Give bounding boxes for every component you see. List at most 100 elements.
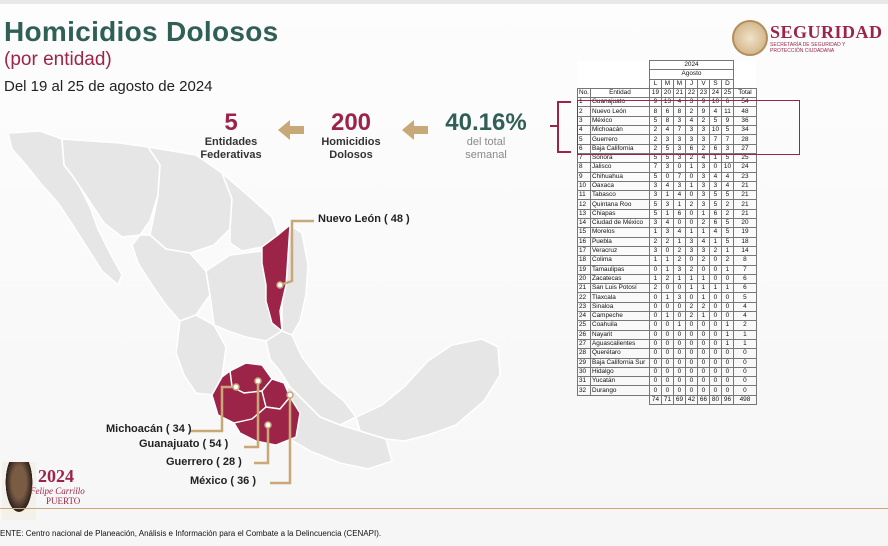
- row-value-cell: 0: [720, 376, 734, 387]
- stat-homicidios-label: Homicidios Dolosos: [321, 136, 381, 161]
- row-value-cell: 1: [648, 227, 662, 238]
- row-value-cell: 4: [708, 227, 722, 238]
- row-entidad-cell: Morelos: [589, 227, 650, 238]
- row-value-cell: 0: [684, 329, 698, 340]
- row-value-cell: 0: [672, 162, 686, 173]
- row-value-cell: 2: [672, 245, 686, 257]
- date-range: Del 19 al 25 de agosto de 2024: [4, 78, 213, 95]
- row-value-cell: 0: [672, 366, 686, 378]
- row-value-cell: 1: [660, 264, 674, 275]
- row-value-cell: 4: [660, 218, 674, 229]
- stat-homicidios-value: 200: [330, 109, 372, 136]
- row-value-cell: 6: [708, 218, 722, 229]
- row-value-cell: 3: [648, 245, 662, 257]
- row-value-cell: 0: [648, 310, 662, 322]
- row-value-cell: 2: [660, 236, 674, 247]
- row-value-cell: 1: [696, 292, 710, 303]
- row-value-cell: 5: [708, 199, 722, 210]
- row-number-cell: 24: [577, 310, 591, 322]
- weekday-cell: M: [660, 78, 674, 89]
- row-total-cell: 19: [732, 227, 757, 238]
- weekday-cell: S: [708, 78, 722, 89]
- row-total-cell: 14: [732, 245, 757, 257]
- row-value-cell: 0: [648, 320, 662, 331]
- table-row: 24 Campeche 0 1 0 2 1 0 0 4: [577, 310, 757, 322]
- row-number-cell: 10: [577, 180, 591, 192]
- row-value-cell: 1: [696, 310, 710, 322]
- row-value-cell: 0: [660, 376, 674, 387]
- row-value-cell: 1: [684, 227, 698, 238]
- row-value-cell: 0: [708, 310, 722, 322]
- row-value-cell: 0: [660, 171, 674, 182]
- row-value-cell: 0: [672, 310, 686, 322]
- table-row: 13 Chiapas 5 1 6 0 1 6 2 21: [577, 208, 757, 220]
- table-row: 15 Morelos 1 3 4 1 1 4 5 19: [577, 227, 757, 238]
- row-value-cell: 0: [660, 366, 674, 378]
- row-value-cell: 1: [708, 283, 722, 294]
- row-value-cell: 0: [696, 366, 710, 378]
- row-value-cell: 3: [672, 264, 686, 275]
- row-value-cell: 3: [696, 199, 710, 210]
- row-value-cell: 1: [720, 338, 734, 350]
- table-row: 9 Chihuahua 5 0 7 0 3 4 4 23: [577, 171, 757, 182]
- row-value-cell: 2: [648, 236, 662, 247]
- row-value-cell: 0: [684, 376, 698, 387]
- row-value-cell: 2: [696, 301, 710, 313]
- weekday-cell: D: [720, 78, 734, 89]
- row-entidad-cell: Jalisco: [589, 162, 650, 173]
- row-value-cell: 0: [708, 385, 722, 396]
- mexico-map: [7, 130, 501, 485]
- row-value-cell: 1: [660, 208, 674, 220]
- day-total-cell: 74: [648, 394, 662, 406]
- row-entidad-cell: Chiapas: [589, 208, 650, 220]
- row-value-cell: 0: [648, 348, 662, 359]
- logo-text: SEGURIDAD: [770, 22, 883, 42]
- row-number-cell: 11: [577, 190, 591, 201]
- footer-divider: [0, 508, 888, 509]
- row-value-cell: 0: [708, 357, 722, 368]
- row-total-cell: 20: [732, 218, 757, 229]
- row-value-cell: 0: [684, 218, 698, 229]
- row-value-cell: 0: [684, 357, 698, 368]
- row-value-cell: 1: [720, 264, 734, 275]
- table-row: 32 Durango 0 0 0 0 0 0 0 0: [577, 385, 757, 396]
- page-subtitle: (por entidad): [4, 49, 112, 70]
- row-value-cell: 0: [720, 273, 734, 285]
- row-number-cell: 19: [577, 264, 591, 275]
- row-total-cell: 0: [732, 366, 757, 378]
- row-value-cell: 0: [660, 357, 674, 368]
- row-entidad-cell: Chihuahua: [589, 171, 650, 182]
- row-total-cell: 21: [732, 180, 757, 192]
- row-value-cell: 5: [708, 190, 722, 201]
- row-value-cell: 0: [708, 329, 722, 340]
- row-number-cell: 22: [577, 292, 591, 303]
- row-value-cell: 1: [672, 273, 686, 285]
- row-value-cell: 10: [720, 162, 734, 173]
- row-value-cell: 0: [684, 320, 698, 331]
- row-entidad-cell: Yucatán: [589, 376, 650, 387]
- row-value-cell: 7: [648, 162, 662, 173]
- row-value-cell: 2: [684, 310, 698, 322]
- highlight-bracket: [550, 101, 571, 153]
- row-value-cell: 0: [720, 385, 734, 396]
- label-guanajuato: Guanajuato ( 54 ): [139, 438, 229, 450]
- day-total-cell: 71: [660, 394, 674, 406]
- row-entidad-cell: Ciudad de México: [589, 218, 650, 229]
- portrait-icon: [2, 462, 36, 520]
- row-number-cell: 23: [577, 301, 591, 313]
- row-total-cell: 8: [732, 255, 757, 266]
- col-header-day: 22: [684, 87, 698, 99]
- row-value-cell: 4: [708, 171, 722, 182]
- row-value-cell: 0: [648, 357, 662, 368]
- row-value-cell: 0: [648, 376, 662, 387]
- table-month: Agosto: [648, 69, 734, 80]
- seguridad-logo: SEGURIDAD SECRETARÍA DE SEGURIDAD Y PROT…: [732, 20, 888, 56]
- row-total-cell: 4: [732, 310, 757, 322]
- table-row: 28 Querétaro 0 0 0 0 0 0 0 0: [577, 348, 757, 359]
- row-value-cell: 0: [672, 357, 686, 368]
- row-value-cell: 0: [672, 218, 686, 229]
- row-value-cell: 0: [672, 338, 686, 350]
- row-value-cell: 0: [648, 385, 662, 396]
- day-total-cell: 69: [672, 394, 686, 406]
